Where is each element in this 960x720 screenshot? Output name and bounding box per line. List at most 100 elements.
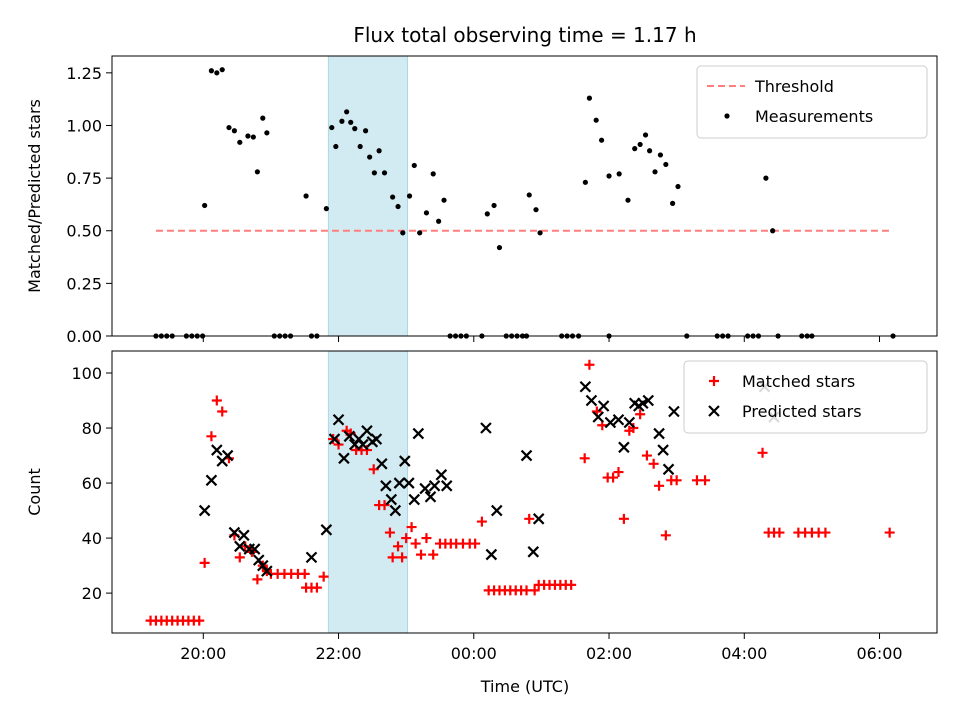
- data-point: [357, 438, 369, 451]
- data-point: [343, 430, 356, 443]
- data-point: [663, 161, 669, 168]
- data-point: [211, 395, 222, 406]
- data-point: [608, 472, 619, 483]
- data-point: [248, 543, 261, 555]
- data-point: [234, 552, 245, 563]
- data-point: [491, 202, 497, 209]
- data-point: [537, 230, 543, 236]
- legend-label: Predicted stars: [742, 402, 862, 421]
- axes-frame: [111, 55, 938, 337]
- data-point: [700, 475, 711, 486]
- data-point: [381, 170, 388, 176]
- data-point: [584, 359, 595, 370]
- legend-box: [696, 65, 928, 139]
- data-point: [662, 463, 675, 476]
- x-tick-label: 04:00: [721, 644, 767, 663]
- data-point: [669, 200, 676, 206]
- data-point: [393, 477, 406, 489]
- legend-marker: [708, 405, 720, 417]
- data-point: [618, 441, 630, 454]
- y-tick-label: 0.50: [66, 222, 102, 241]
- data-point: [361, 425, 373, 437]
- data-point: [604, 416, 617, 429]
- data-point: [393, 541, 404, 552]
- data-point: [612, 414, 625, 426]
- y-tick-label: 0.25: [66, 274, 102, 293]
- data-point: [529, 585, 540, 596]
- data-point: [348, 119, 354, 125]
- data-point: [406, 522, 417, 533]
- data-point: [774, 527, 785, 538]
- data-point: [653, 427, 665, 440]
- data-point: [264, 130, 270, 136]
- data-point: [199, 557, 210, 568]
- data-point: [344, 109, 350, 115]
- data-point: [642, 132, 649, 138]
- data-point: [362, 128, 369, 134]
- data-point: [526, 192, 532, 198]
- data-point: [333, 143, 339, 150]
- data-point: [406, 193, 413, 199]
- data-point: [261, 565, 273, 577]
- data-point: [757, 447, 768, 458]
- data-point: [368, 464, 379, 475]
- data-point: [303, 193, 309, 199]
- data-point: [376, 148, 382, 154]
- data-point: [635, 409, 646, 420]
- data-point: [480, 422, 492, 434]
- data-point: [238, 529, 250, 542]
- data-point: [524, 513, 535, 524]
- data-point: [408, 493, 421, 506]
- data-point: [582, 179, 588, 185]
- data-point: [205, 474, 218, 487]
- data-point: [484, 211, 490, 217]
- legend-marker: [709, 376, 719, 386]
- data-point: [234, 540, 246, 553]
- chart-title: Flux total observing time = 1.17 h: [353, 23, 696, 47]
- data-point: [323, 206, 329, 212]
- data-point: [379, 500, 390, 511]
- data-point: [403, 477, 415, 489]
- data-point: [384, 527, 395, 538]
- data-point: [585, 394, 598, 407]
- data-point: [637, 141, 643, 148]
- data-point: [490, 504, 503, 517]
- data-point: [476, 516, 487, 527]
- data-point: [211, 444, 223, 456]
- axes-frame: [111, 350, 938, 634]
- data-point: [395, 203, 401, 210]
- data-point: [390, 194, 396, 200]
- data-point: [606, 173, 612, 179]
- data-point: [332, 414, 345, 426]
- data-point: [254, 169, 260, 175]
- data-point: [250, 134, 256, 140]
- data-point: [202, 202, 208, 209]
- y-tick-label: 20: [82, 584, 102, 603]
- data-point: [423, 210, 430, 216]
- x-tick-label: 06:00: [856, 644, 902, 663]
- data-point: [625, 197, 631, 203]
- data-point: [654, 480, 665, 491]
- legend-label: Matched stars: [742, 372, 855, 391]
- data-point: [208, 68, 215, 74]
- x-axis-label: Time (UTC): [480, 677, 569, 696]
- data-point: [410, 538, 421, 549]
- series-matched-stars: [145, 359, 895, 626]
- data-point: [647, 148, 653, 154]
- data-point: [598, 137, 605, 143]
- shaded-span: [327, 350, 409, 634]
- data-point: [441, 197, 447, 203]
- data-point: [533, 207, 539, 213]
- data-point: [579, 453, 590, 464]
- data-point: [357, 143, 363, 150]
- data-point: [632, 146, 638, 152]
- data-point: [194, 615, 205, 626]
- data-point: [400, 230, 406, 236]
- data-point: [367, 154, 373, 160]
- y-tick-label: 0.75: [66, 169, 102, 188]
- y-tick-label: 0.00: [66, 327, 102, 346]
- x-tick-label: 02:00: [586, 644, 632, 663]
- data-point: [198, 504, 211, 517]
- series-predicted-stars: [198, 380, 780, 577]
- data-point: [820, 527, 831, 538]
